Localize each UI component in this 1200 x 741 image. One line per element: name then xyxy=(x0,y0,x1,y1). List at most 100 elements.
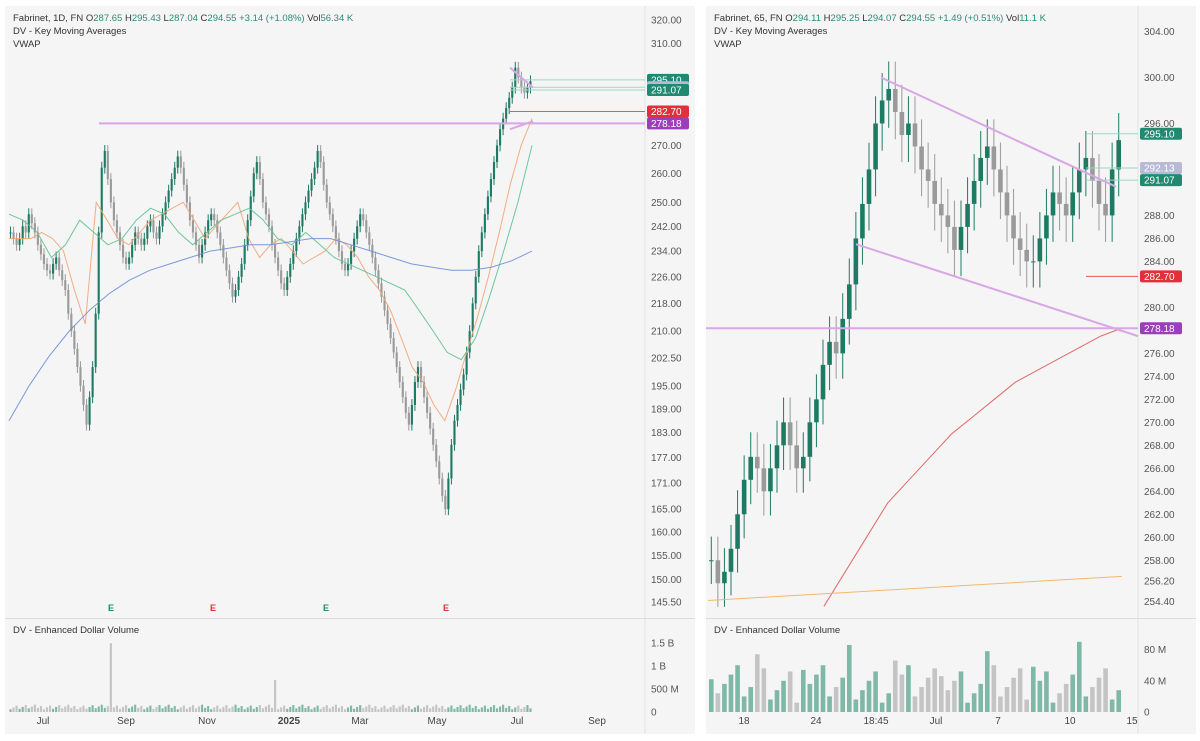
volume-bar xyxy=(73,706,76,712)
candle-body xyxy=(471,303,474,332)
volume-tick-label: 40 M xyxy=(1144,676,1166,687)
daily-chart-panel[interactable]: Fabrinet, 1D, FN O287.65 H295.43 L287.04… xyxy=(5,6,695,734)
volume-bar xyxy=(106,706,109,712)
candle-body xyxy=(222,244,225,258)
candle-body xyxy=(106,150,109,180)
volume-bar xyxy=(322,706,325,712)
candle-body xyxy=(1044,215,1049,239)
candle-body xyxy=(800,456,806,469)
indicator-vwap[interactable]: VWAP xyxy=(714,39,742,50)
candle-body xyxy=(48,270,52,274)
candle-body xyxy=(1017,238,1023,250)
volume-bar xyxy=(179,707,182,712)
candle-body xyxy=(112,202,115,221)
y-tick-label: 300.00 xyxy=(1144,73,1175,84)
x-tick-label: Jul xyxy=(37,716,50,727)
candle-body xyxy=(505,108,508,119)
candle-body xyxy=(438,461,441,479)
candle-body xyxy=(237,276,240,291)
candle-body xyxy=(310,179,313,191)
candle-body xyxy=(252,173,255,197)
candle-body xyxy=(213,214,216,221)
candle-body xyxy=(807,422,813,457)
candle-body xyxy=(517,67,520,78)
x-tick-label: Jul xyxy=(511,716,524,727)
volume-pane-title[interactable]: DV - Enhanced Dollar Volume xyxy=(714,625,841,636)
volume-bar xyxy=(252,708,255,712)
candle-body xyxy=(1070,192,1076,216)
y-tick-label: 177.00 xyxy=(651,453,682,464)
volume-bar xyxy=(191,705,195,712)
volume-tick-label: 0 xyxy=(1144,708,1150,719)
candle-body xyxy=(188,202,191,221)
volume-pane-title[interactable]: DV - Enhanced Dollar Volume xyxy=(13,625,140,636)
candle-body xyxy=(301,214,304,227)
volume-bar xyxy=(886,693,892,712)
price-badge-label: 295.10 xyxy=(1144,129,1175,140)
indicator-key-ma[interactable]: DV - Key Moving Averages xyxy=(714,26,828,37)
volume-bar xyxy=(526,705,529,712)
intraday-price-chart[interactable]: 304.00 300.00 296.00 288.00 286.00 284.00 280.… xyxy=(706,6,1196,734)
volume-bar xyxy=(359,705,362,712)
volume-bar xyxy=(1011,677,1016,712)
volume-bar xyxy=(304,707,307,712)
symbol-label: Fabrinet, 1D, FN xyxy=(13,13,84,24)
y-tick-label: 250.00 xyxy=(651,198,682,209)
candle-body xyxy=(158,226,161,239)
volume-bar xyxy=(722,683,727,712)
candle-body xyxy=(350,251,353,264)
volume-bar xyxy=(1103,668,1108,712)
candle-body xyxy=(407,412,410,425)
volume-bar xyxy=(15,705,18,712)
volume-bar xyxy=(715,693,721,712)
price-badge-label: 282.70 xyxy=(651,107,682,118)
volume-bar xyxy=(754,654,760,712)
candle-body xyxy=(15,238,18,245)
y-tick-label: 260.00 xyxy=(651,169,682,180)
indicator-vwap[interactable]: VWAP xyxy=(13,39,41,50)
candle-body xyxy=(316,150,319,168)
volume-bar xyxy=(125,705,128,712)
candle-body xyxy=(286,276,289,291)
candle-body xyxy=(261,179,264,203)
indicator-key-ma[interactable]: DV - Key Moving Averages xyxy=(13,26,127,37)
pane-divider[interactable] xyxy=(706,618,1196,619)
candle-body xyxy=(892,88,898,112)
candle-body xyxy=(456,404,459,421)
candle-body xyxy=(201,244,204,258)
volume-bar xyxy=(58,705,61,712)
volume-bar xyxy=(283,705,286,712)
candle-body xyxy=(395,352,398,368)
volume-bar xyxy=(240,706,243,712)
candle-body xyxy=(462,374,465,390)
price-badge-label: 282.70 xyxy=(1144,272,1175,283)
trendline xyxy=(509,120,534,131)
volume-bar xyxy=(237,707,240,712)
volume-bar xyxy=(149,705,152,712)
x-tick-label: Mar xyxy=(351,716,369,727)
volume-bar xyxy=(328,708,331,712)
candle-body xyxy=(356,226,359,239)
candle-body xyxy=(853,238,859,285)
volume-tick-label: 500 M xyxy=(651,685,679,696)
candle-body xyxy=(422,381,426,398)
y-tick-label: 171.00 xyxy=(651,478,682,489)
volume-bar xyxy=(386,708,389,712)
volume-bar xyxy=(419,708,423,712)
volume-bar xyxy=(866,680,872,712)
intraday-chart-panel[interactable]: Fabrinet, 65, FN O294.11 H295.25 L294.07… xyxy=(706,6,1196,734)
candle-body xyxy=(1090,157,1095,181)
daily-price-chart[interactable]: 320.00 310.00 270.00 260.00 250.00 242.00 234.… xyxy=(5,6,695,734)
candle-body xyxy=(270,226,274,245)
x-tick-label: 15 xyxy=(1126,716,1138,727)
volume-label: 11.1 K xyxy=(1019,13,1046,24)
volume-bar xyxy=(517,705,520,712)
earnings-marker: E xyxy=(210,603,216,613)
candle-body xyxy=(958,226,964,250)
pane-divider[interactable] xyxy=(5,618,695,619)
volume-bar xyxy=(316,705,319,712)
x-tick-label: 2025 xyxy=(278,716,301,727)
volume-bar xyxy=(353,708,356,712)
price-badge-label: 291.07 xyxy=(651,85,682,96)
candle-body xyxy=(735,514,740,549)
